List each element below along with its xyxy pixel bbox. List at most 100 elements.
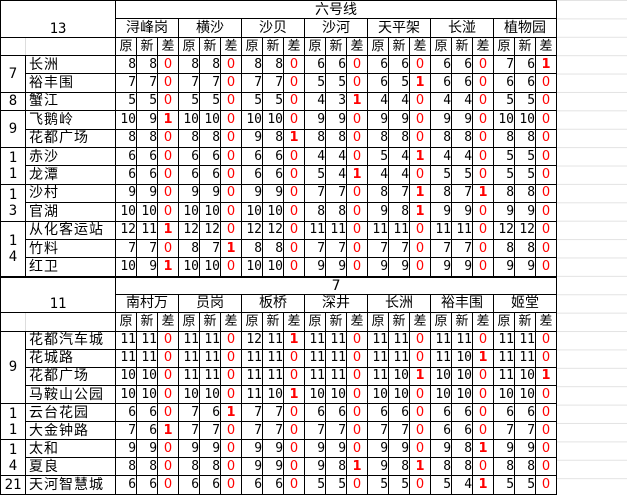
original-value[interactable]: 11 xyxy=(115,348,138,368)
difference-value[interactable]: 0 xyxy=(346,330,369,350)
sub-header[interactable]: 原 xyxy=(367,311,390,332)
sub-header[interactable]: 原 xyxy=(493,311,516,332)
new-value[interactable]: 9 xyxy=(199,439,222,459)
new-value[interactable]: 10 xyxy=(451,366,474,386)
new-value[interactable]: 4 xyxy=(388,165,411,185)
new-value[interactable]: 9 xyxy=(262,457,285,477)
new-value[interactable]: 9 xyxy=(136,439,159,459)
sub-header[interactable]: 原 xyxy=(367,37,390,56)
sub-header[interactable]: 新 xyxy=(325,311,348,332)
sub-header[interactable]: 原 xyxy=(304,311,327,332)
difference-value[interactable]: 0 xyxy=(157,54,180,75)
difference-value[interactable]: 0 xyxy=(283,475,306,495)
station-name[interactable]: 飞鹅岭 xyxy=(24,110,117,130)
blank-cell[interactable] xyxy=(0,37,26,56)
new-value[interactable]: 11 xyxy=(451,330,474,350)
new-value[interactable]: 12 xyxy=(199,220,222,240)
difference-value[interactable]: 0 xyxy=(283,165,306,185)
sub-header[interactable]: 差 xyxy=(220,311,243,332)
difference-value[interactable]: 1 xyxy=(283,384,306,405)
station-header[interactable]: 浔峰岗 xyxy=(115,18,180,38)
difference-value[interactable]: 0 xyxy=(472,54,495,75)
sub-header[interactable]: 新 xyxy=(325,37,348,56)
station-header[interactable]: 裕丰围 xyxy=(430,293,495,313)
station-header[interactable]: 植物园 xyxy=(493,18,558,38)
station-header[interactable]: 员岗 xyxy=(178,293,243,313)
difference-value[interactable]: 0 xyxy=(157,384,180,405)
original-value[interactable]: 6 xyxy=(178,165,201,185)
sub-header[interactable]: 新 xyxy=(388,37,411,56)
original-value[interactable]: 9 xyxy=(304,457,327,477)
difference-value[interactable]: 0 xyxy=(157,403,180,423)
difference-value[interactable]: 0 xyxy=(283,439,306,459)
group-label[interactable]: 11 xyxy=(0,403,26,441)
original-value[interactable]: 9 xyxy=(430,110,453,130)
new-value[interactable]: 8 xyxy=(199,457,222,477)
sub-header[interactable]: 差 xyxy=(220,37,243,56)
new-value[interactable]: 9 xyxy=(388,439,411,459)
new-value[interactable]: 9 xyxy=(136,257,159,277)
station-name[interactable]: 花都汽车城 xyxy=(24,330,117,350)
difference-value[interactable]: 0 xyxy=(472,73,495,93)
difference-value[interactable]: 1 xyxy=(535,54,558,75)
difference-value[interactable]: 1 xyxy=(409,73,432,93)
original-value[interactable]: 8 xyxy=(367,183,390,204)
new-value[interactable]: 8 xyxy=(388,457,411,477)
sub-header[interactable]: 差 xyxy=(346,311,369,332)
original-value[interactable]: 11 xyxy=(430,220,453,240)
station-name[interactable]: 龙潭 xyxy=(24,165,117,185)
new-value[interactable]: 8 xyxy=(199,128,222,148)
new-value[interactable]: 3 xyxy=(325,91,348,112)
original-value[interactable]: 6 xyxy=(304,54,327,75)
original-value[interactable]: 7 xyxy=(115,238,138,259)
original-value[interactable]: 6 xyxy=(493,73,516,93)
original-value[interactable]: 8 xyxy=(178,128,201,148)
new-value[interactable]: 9 xyxy=(262,183,285,204)
original-value[interactable]: 10 xyxy=(241,202,264,222)
original-value[interactable]: 4 xyxy=(367,91,390,112)
new-value[interactable]: 10 xyxy=(136,202,159,222)
station-header[interactable]: 沙河 xyxy=(304,18,369,38)
difference-value[interactable]: 0 xyxy=(346,183,369,204)
new-value[interactable]: 6 xyxy=(514,403,537,423)
original-value[interactable]: 8 xyxy=(493,183,516,204)
difference-value[interactable]: 0 xyxy=(220,421,243,441)
original-value[interactable]: 9 xyxy=(241,128,264,148)
original-value[interactable]: 7 xyxy=(304,421,327,441)
group-label[interactable]: 9 xyxy=(0,330,26,405)
original-value[interactable]: 6 xyxy=(367,403,390,423)
difference-value[interactable]: 0 xyxy=(472,257,495,277)
original-value[interactable]: 6 xyxy=(430,403,453,423)
original-value[interactable]: 7 xyxy=(430,238,453,259)
new-value[interactable]: 9 xyxy=(451,110,474,130)
difference-value[interactable]: 0 xyxy=(409,54,432,75)
difference-value[interactable]: 0 xyxy=(346,220,369,240)
new-value[interactable]: 9 xyxy=(136,183,159,204)
group-label[interactable]: 7 xyxy=(0,55,26,93)
station-header[interactable]: 长洲 xyxy=(367,293,432,313)
difference-value[interactable]: 0 xyxy=(346,403,369,423)
original-value[interactable]: 11 xyxy=(367,348,390,368)
difference-value[interactable]: 1 xyxy=(346,165,369,185)
difference-value[interactable]: 0 xyxy=(535,348,558,368)
new-value[interactable]: 6 xyxy=(514,73,537,93)
difference-value[interactable]: 0 xyxy=(409,403,432,423)
new-value[interactable]: 9 xyxy=(262,439,285,459)
difference-value[interactable]: 1 xyxy=(220,238,243,259)
sub-header[interactable]: 新 xyxy=(451,311,474,332)
new-value[interactable]: 9 xyxy=(325,257,348,277)
original-value[interactable]: 5 xyxy=(115,91,138,112)
new-value[interactable]: 8 xyxy=(136,54,159,75)
difference-value[interactable]: 0 xyxy=(472,384,495,405)
difference-value[interactable]: 0 xyxy=(409,220,432,240)
original-value[interactable]: 11 xyxy=(367,220,390,240)
difference-value[interactable]: 1 xyxy=(220,403,243,423)
new-value[interactable]: 7 xyxy=(262,403,285,423)
new-value[interactable]: 6 xyxy=(451,54,474,75)
original-value[interactable]: 8 xyxy=(430,457,453,477)
new-value[interactable]: 8 xyxy=(136,457,159,477)
difference-value[interactable]: 1 xyxy=(472,439,495,459)
difference-value[interactable]: 0 xyxy=(157,128,180,148)
station-name[interactable]: 长洲 xyxy=(24,54,117,75)
difference-value[interactable]: 0 xyxy=(346,384,369,405)
